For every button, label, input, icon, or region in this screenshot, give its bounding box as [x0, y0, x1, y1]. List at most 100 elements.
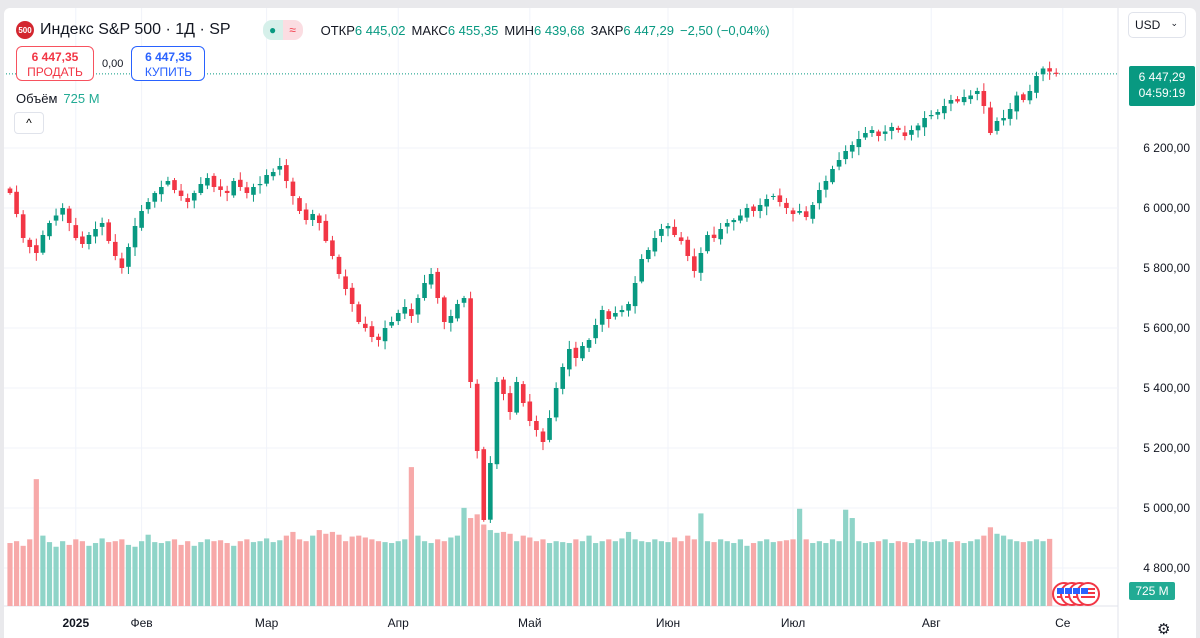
- candle-body: [909, 130, 914, 135]
- volume-bar: [935, 541, 941, 606]
- volume-legend[interactable]: Объём 725 M: [16, 91, 100, 106]
- price-tick-label: 5 800,00: [1143, 261, 1190, 275]
- volume-bar: [704, 541, 711, 606]
- candle-body: [185, 198, 190, 202]
- settings-gear-icon[interactable]: ⚙: [1157, 621, 1171, 638]
- volume-bar: [862, 543, 868, 606]
- candle-body: [198, 184, 204, 193]
- volume-bar: [310, 535, 316, 606]
- close-label: ЗАКР: [590, 22, 624, 38]
- economic-events[interactable]: [1052, 582, 1100, 606]
- candle-body: [310, 214, 315, 220]
- candle-body: [224, 190, 230, 193]
- candle-body: [672, 226, 677, 235]
- candle-body: [481, 449, 487, 520]
- volume-bar: [165, 541, 171, 606]
- candle-body: [494, 382, 500, 465]
- volume-bar: [257, 541, 263, 606]
- volume-bar: [803, 539, 809, 606]
- collapse-legend-button[interactable]: ^: [14, 112, 44, 134]
- currency-select[interactable]: USD ⌄: [1128, 12, 1186, 38]
- volume-bar: [928, 542, 934, 606]
- candle-body: [955, 99, 960, 102]
- volume-bar: [296, 539, 303, 606]
- volume-bar: [744, 545, 750, 606]
- market-status[interactable]: ● ≈: [262, 20, 303, 40]
- low-label: МИН: [504, 22, 534, 38]
- volume-bar: [579, 541, 586, 606]
- volume-bar: [66, 544, 72, 606]
- sell-button[interactable]: 6 447,35 ПРОДАТЬ: [16, 46, 94, 81]
- time-tick-label: Июн: [656, 616, 680, 630]
- symbol-title[interactable]: Индекс S&P 500 · 1Д · SP: [40, 21, 231, 38]
- buy-button[interactable]: 6 447,35 КУПИТЬ: [131, 46, 206, 81]
- volume-bar: [948, 542, 954, 606]
- volume-bar: [349, 536, 355, 606]
- candle-body: [1053, 72, 1059, 74]
- candle-body: [902, 132, 908, 136]
- candle-body: [1014, 95, 1020, 112]
- candle-body: [777, 195, 783, 202]
- volume-bar: [112, 541, 118, 606]
- volume-bar: [632, 539, 638, 606]
- volume-bar: [849, 518, 855, 606]
- candle-body: [606, 311, 612, 319]
- volume-bar: [336, 534, 342, 606]
- candle-body: [928, 115, 934, 117]
- candle-body: [363, 323, 368, 328]
- volume-bar: [139, 541, 145, 606]
- candle-body: [817, 190, 822, 204]
- volume-bar: [777, 541, 783, 606]
- volume-bar: [395, 541, 401, 606]
- volume-bar: [1014, 541, 1020, 606]
- volume-bar: [514, 541, 520, 606]
- candle-body: [395, 313, 401, 322]
- chart-panel[interactable]: 6 200,00 6 000,00 5 800,00 5 600,00 5 400,00…: [4, 8, 1196, 638]
- volume-bar: [731, 543, 737, 606]
- candle-body: [843, 151, 848, 160]
- candle-body: [376, 336, 381, 340]
- candle-body: [270, 172, 276, 177]
- volume-bar: [678, 541, 684, 606]
- volume-bar: [823, 543, 829, 606]
- volume-bar: [915, 539, 921, 606]
- candle-body: [632, 283, 638, 307]
- candle-body: [876, 131, 881, 136]
- volume-bar: [665, 542, 671, 606]
- candle-body: [751, 206, 756, 211]
- time-tick-label: Фев: [131, 616, 153, 630]
- time-tick-label: Се: [1055, 616, 1071, 630]
- time-tick-label: Авг: [922, 616, 941, 630]
- volume-bar: [889, 543, 895, 606]
- volume-bar: [461, 507, 467, 606]
- high-value: 6 455,35: [447, 22, 499, 38]
- volume-bar: [711, 542, 717, 606]
- candle-body: [764, 199, 769, 207]
- candle-body: [738, 215, 743, 221]
- candle-body: [507, 393, 513, 412]
- volume-bar: [283, 535, 289, 606]
- candle-body: [53, 215, 59, 221]
- candle-body: [323, 220, 329, 241]
- candle-body: [93, 229, 98, 237]
- volume-bar: [764, 539, 770, 606]
- candle-body: [382, 328, 388, 342]
- candlestick-chart[interactable]: 6 200,00 6 000,00 5 800,00 5 600,00 5 400,00…: [4, 8, 1196, 638]
- candle-body: [1040, 68, 1046, 75]
- candle-body: [685, 239, 691, 256]
- high-label: МАКС: [411, 22, 448, 38]
- candle-body: [343, 276, 348, 289]
- candle-body: [757, 205, 763, 211]
- candle-body: [810, 205, 816, 219]
- volume-bar: [86, 545, 92, 606]
- candle-body: [106, 222, 111, 241]
- candle-body: [705, 235, 710, 252]
- candle-body: [14, 191, 19, 214]
- volume-bar: [33, 479, 39, 606]
- candle-body: [369, 326, 375, 337]
- candle-body: [639, 259, 644, 282]
- us-flag-icon[interactable]: [1076, 582, 1100, 606]
- candle-body: [1034, 76, 1039, 93]
- candle-body: [159, 187, 164, 195]
- volume-bar: [185, 541, 191, 606]
